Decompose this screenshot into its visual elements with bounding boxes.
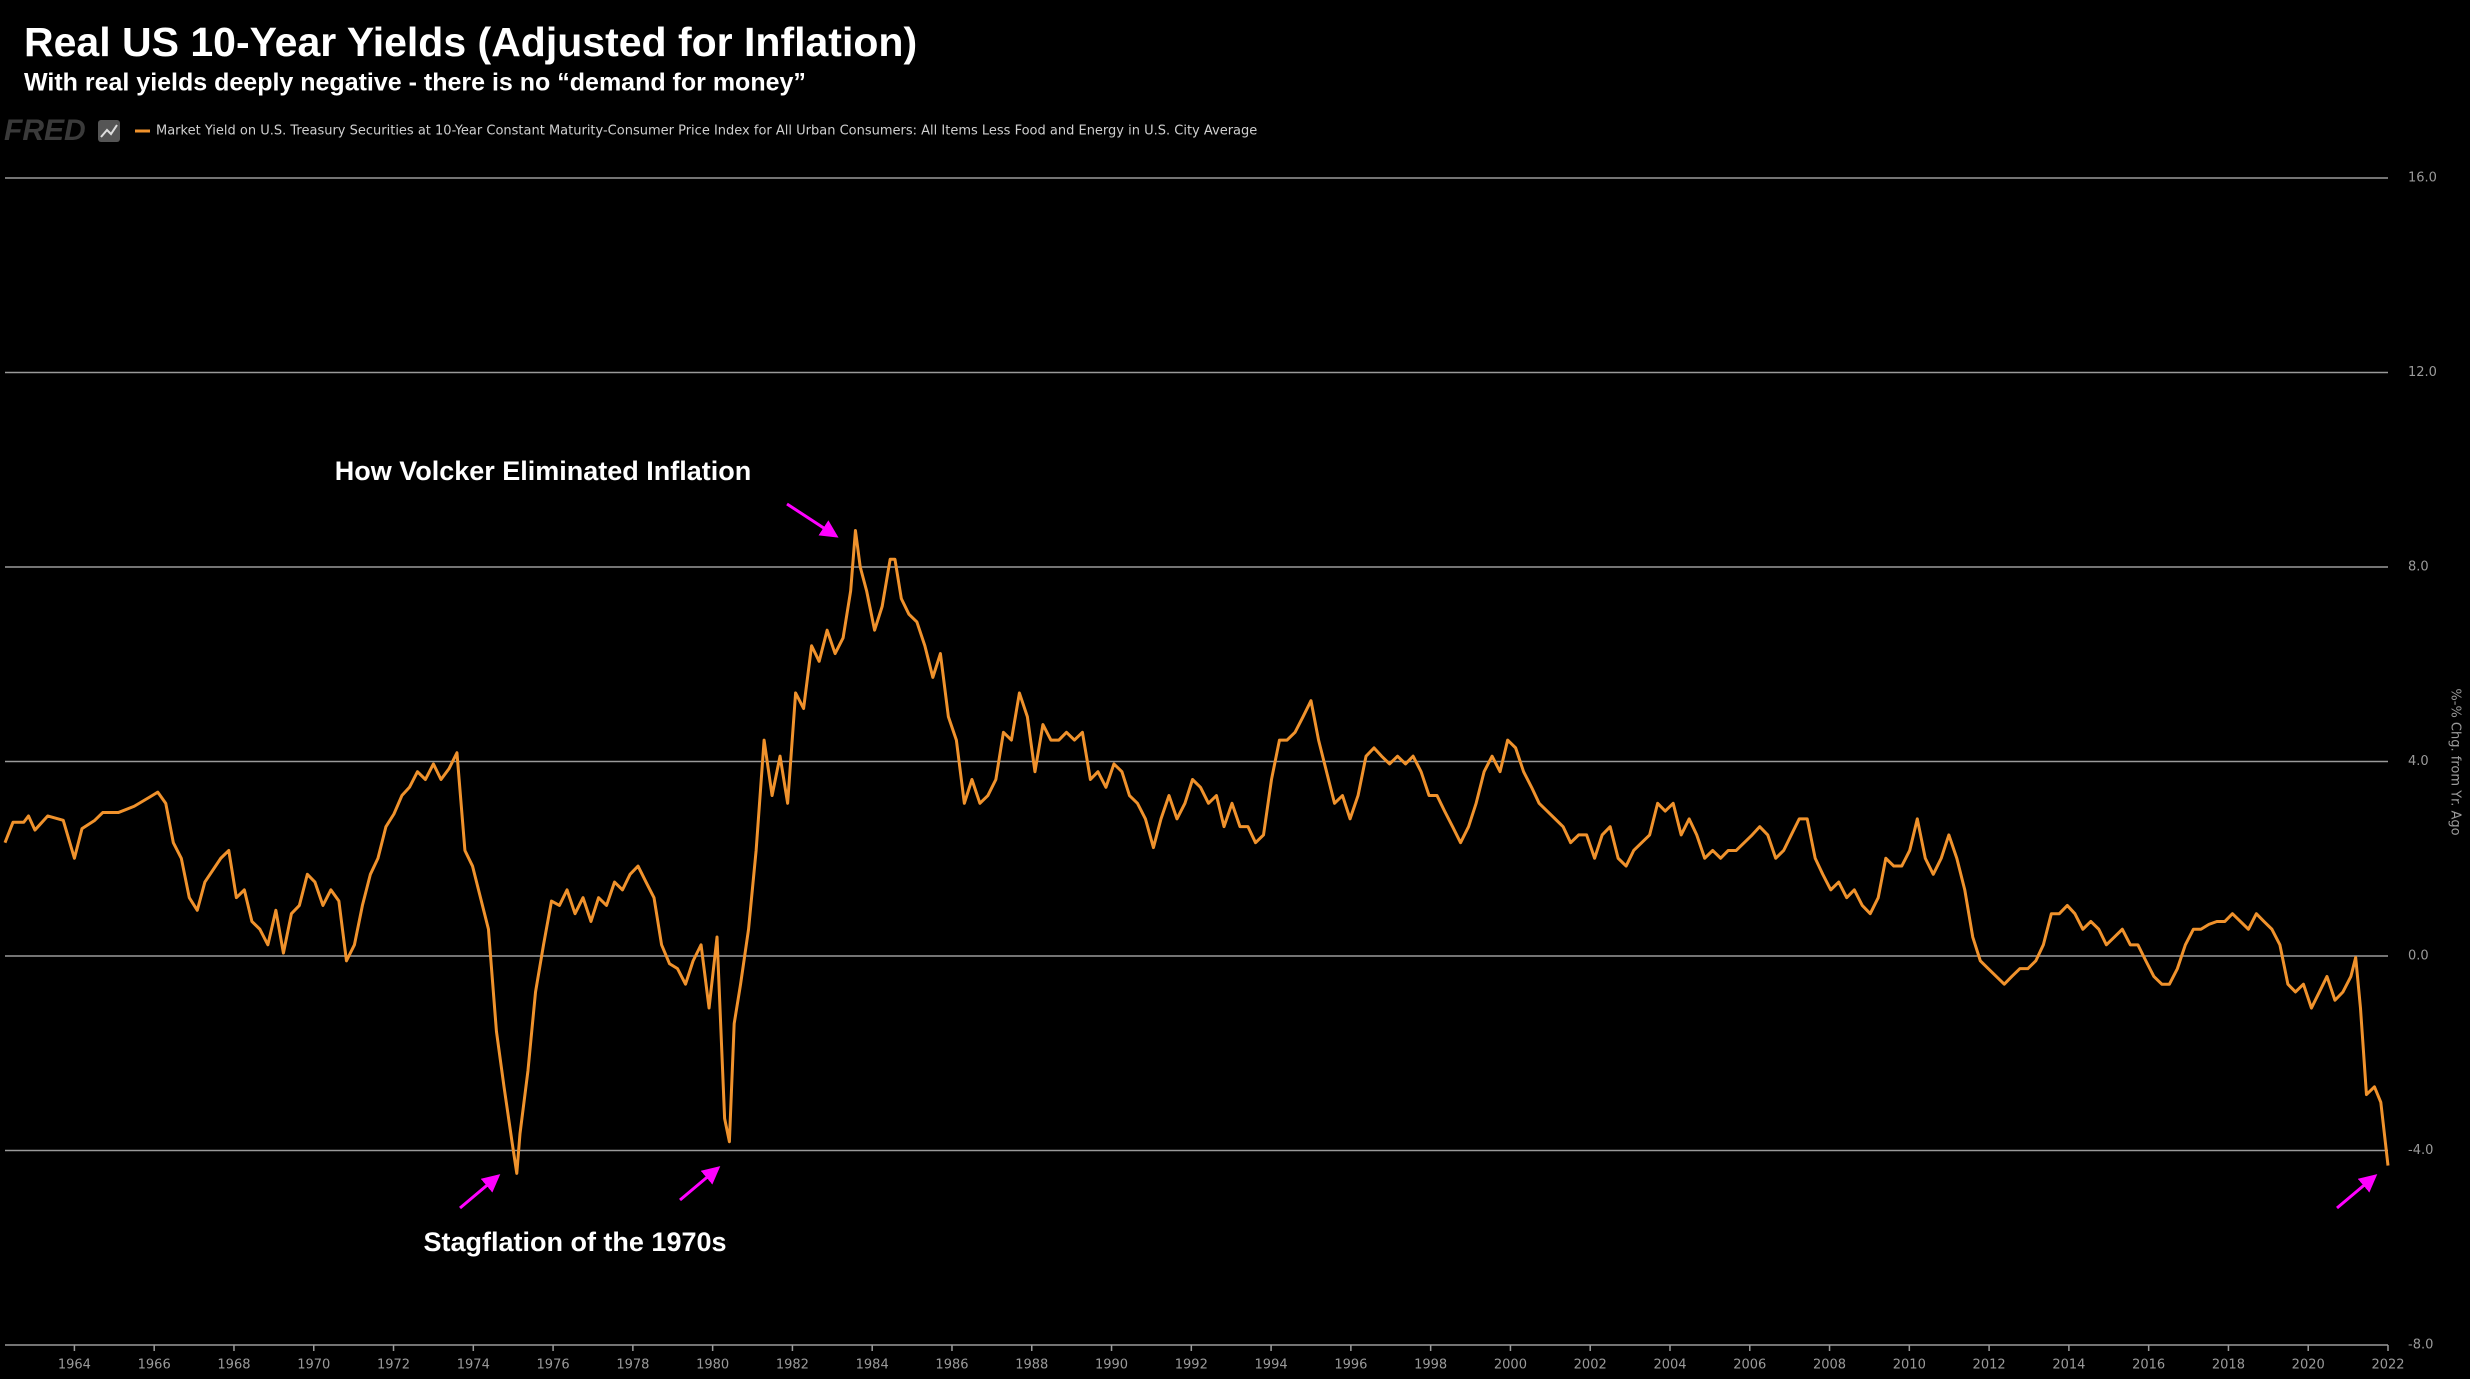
x-tick-label: 1972 — [377, 1358, 410, 1373]
x-tick-label: 1970 — [297, 1358, 330, 1373]
data-line — [3, 529, 2390, 1175]
y-tick-label: 8.0 — [2408, 560, 2429, 575]
x-tick-label: 2012 — [1973, 1358, 2006, 1373]
x-tick-label: 1982 — [776, 1358, 809, 1373]
x-tick-label: 2000 — [1494, 1358, 1527, 1373]
legend-label: Market Yield on U.S. Treasury Securities… — [156, 124, 1257, 139]
x-tick-label: 1984 — [856, 1358, 889, 1373]
x-tick-label: 1988 — [1015, 1358, 1048, 1373]
x-tick-label: 2010 — [1893, 1358, 1926, 1373]
arrow — [786, 502, 839, 538]
chart-title: Real US 10-Year Yields (Adjusted for Inf… — [24, 19, 917, 65]
annotation: Stagflation of the 1970s — [423, 1227, 726, 1257]
y-tick-label: -4.0 — [2408, 1143, 2433, 1158]
y-tick-label: 16.0 — [2408, 171, 2437, 186]
x-tick-label: 2004 — [1653, 1358, 1686, 1373]
x-tick-label: 1992 — [1175, 1358, 1208, 1373]
x-tick-label: 2020 — [2292, 1358, 2325, 1373]
x-tick-label: 2016 — [2132, 1358, 2165, 1373]
x-tick-label: 1976 — [537, 1358, 570, 1373]
x-tick-label: 1998 — [1414, 1358, 1447, 1373]
arrow — [459, 1174, 501, 1210]
arrow — [2336, 1174, 2378, 1210]
x-tick-label: 1966 — [138, 1358, 171, 1373]
x-tick-label: 1990 — [1095, 1358, 1128, 1373]
x-tick-label: 2014 — [2052, 1358, 2085, 1373]
x-tick-label: 1994 — [1255, 1358, 1288, 1373]
chart-subtitle: With real yields deeply negative - there… — [24, 69, 806, 97]
x-tick-label: 1986 — [935, 1358, 968, 1373]
y-tick-label: 12.0 — [2408, 365, 2437, 380]
source-logo: FRED — [4, 114, 86, 147]
x-tick-label: 1968 — [217, 1358, 250, 1373]
x-tick-label: 1964 — [58, 1358, 91, 1373]
y-tick-label: 4.0 — [2408, 754, 2429, 769]
arrow — [679, 1166, 721, 1202]
x-tick-label: 1996 — [1334, 1358, 1367, 1373]
y-axis-title: %-% Chg. from Yr. Ago — [2448, 688, 2463, 835]
annotation: How Volcker Eliminated Inflation — [335, 456, 752, 486]
annotation-arrows — [459, 502, 2378, 1210]
x-tick-label: 2022 — [2371, 1358, 2404, 1373]
x-tick-label: 2018 — [2212, 1358, 2245, 1373]
logo-icon-line — [100, 124, 118, 138]
x-tick-label: 2002 — [1574, 1358, 1607, 1373]
x-tick-label: 2006 — [1733, 1358, 1766, 1373]
y-tick-label: 0.0 — [2408, 949, 2429, 964]
x-tick-label: 1980 — [696, 1358, 729, 1373]
x-tick-label: 1978 — [616, 1358, 649, 1373]
x-tick-label: 2008 — [1813, 1358, 1846, 1373]
plot-area: -8.0 -4.0 0.0 4.0 8.0 12.0 16.0 1964 1966 1968 197… — [3, 171, 2437, 1373]
x-tick-label: 1974 — [457, 1358, 490, 1373]
y-tick-label: -8.0 — [2408, 1338, 2433, 1353]
